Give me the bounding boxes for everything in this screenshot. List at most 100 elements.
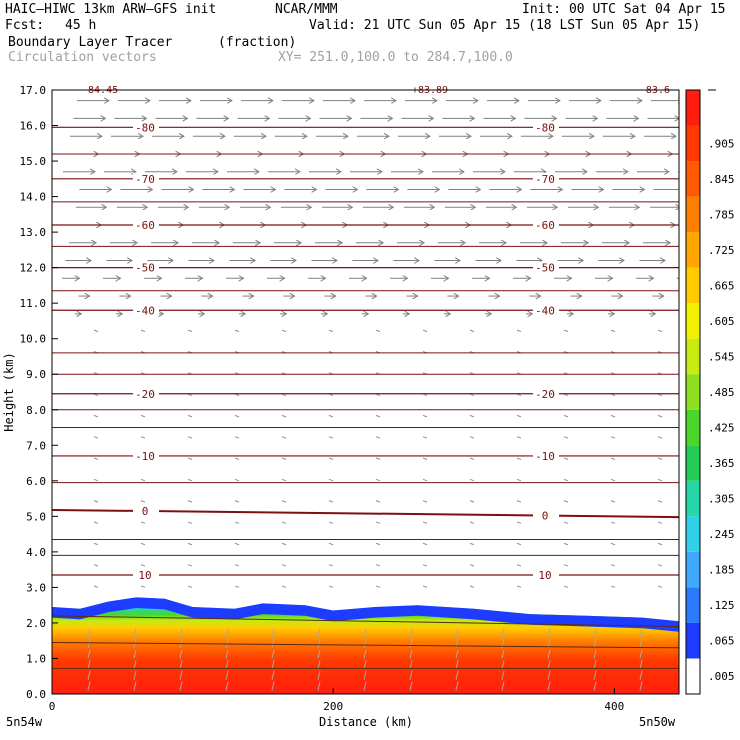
vector-arrow <box>281 521 287 524</box>
contour-label: 10 <box>538 569 551 582</box>
vector-arrow <box>422 414 428 418</box>
colorbar-label: .485 <box>708 386 735 399</box>
vector-arrow <box>516 500 522 503</box>
colorbar-swatch <box>686 551 700 588</box>
colorbar-swatch <box>686 161 700 197</box>
vector-arrow <box>328 521 334 524</box>
vector-arrow <box>281 329 287 333</box>
vector-arrow <box>271 628 275 638</box>
vector-arrow <box>469 542 475 546</box>
colorbar-label: .725 <box>708 244 735 257</box>
vector-arrow <box>610 542 616 546</box>
vector-arrow <box>87 681 91 691</box>
vector-arrow <box>93 564 99 567</box>
y-tick-label: 15.0 <box>20 155 47 168</box>
contour-label-bg <box>533 449 559 462</box>
colorbar-swatch <box>686 587 700 623</box>
contour-label: -10 <box>535 450 555 463</box>
vector-arrow <box>469 329 475 333</box>
vector-arrow <box>133 628 137 638</box>
colorbar-label: .845 <box>708 173 735 186</box>
contour-label: -20 <box>135 388 155 401</box>
vector-arrow <box>409 649 413 659</box>
vector-arrow <box>140 500 146 503</box>
vector-arrow <box>657 414 663 418</box>
vector-arrow <box>140 414 146 418</box>
contour-label: -70 <box>535 173 555 186</box>
contour-label-bg <box>133 219 159 232</box>
vector-arrow <box>469 500 475 503</box>
vector-arrow <box>610 329 616 333</box>
colorbar-swatch <box>686 196 700 233</box>
y-tick-label: 7.0 <box>26 439 46 452</box>
cross-section-endpoints: XY= 251.0,100.0 to 284.7,100.0 <box>278 50 513 65</box>
vector-arrow <box>140 436 146 439</box>
vector-arrow <box>281 564 287 567</box>
contour-label: -80 <box>535 121 555 134</box>
vector-arrow <box>281 542 287 546</box>
vector-arrow <box>187 414 193 418</box>
vector-arrow <box>328 478 334 482</box>
vector-arrow <box>547 681 551 691</box>
vector-arrow <box>409 670 413 680</box>
vector-arrow <box>133 660 137 670</box>
colorbar-label: .005 <box>708 670 735 683</box>
contour-label: 10 <box>138 569 151 582</box>
vector-arrow <box>422 585 428 588</box>
vector-arrow <box>422 542 428 546</box>
vector-arrow <box>516 542 522 546</box>
vector-arrow <box>563 585 569 588</box>
contour-label: 0 <box>542 510 549 523</box>
vector-arrow <box>469 478 475 482</box>
vector-arrow <box>234 542 240 546</box>
vector-arrow <box>375 457 381 460</box>
colorbar-label: .785 <box>708 208 735 221</box>
vector-arrow <box>563 436 569 439</box>
vector-arrow <box>516 478 522 482</box>
colorbar-swatch <box>686 658 700 694</box>
vector-arrow <box>328 329 334 333</box>
vector-arrow <box>328 414 334 418</box>
colorbar-label: .425 <box>708 422 735 435</box>
vector-arrow <box>593 628 597 638</box>
colorbar-swatch <box>686 622 700 659</box>
vector-arrow <box>657 521 663 524</box>
vector-arrow <box>187 564 193 567</box>
vector-arrow <box>281 585 287 588</box>
vector-arrow <box>87 660 91 670</box>
vector-arrow <box>375 585 381 588</box>
y-tick-label: 4.0 <box>26 546 46 559</box>
vector-arrow <box>516 436 522 439</box>
vector-arrow <box>501 681 505 691</box>
vector-arrow <box>610 585 616 588</box>
vector-arrow <box>409 681 413 691</box>
contour-label-bg <box>533 121 559 134</box>
colorbar-label: .905 <box>708 137 735 150</box>
contour-label-bg <box>133 304 159 317</box>
vector-arrow <box>409 638 413 648</box>
vector-arrow <box>563 478 569 482</box>
vector-arrow <box>93 478 99 482</box>
vector-arrow <box>179 628 183 638</box>
vector-arrow <box>133 670 137 680</box>
field-units: (fraction) <box>218 35 297 50</box>
vector-arrow <box>375 542 381 546</box>
vector-arrow <box>516 585 522 588</box>
contour-label-bg <box>533 172 559 185</box>
vector-arrow <box>87 649 91 659</box>
vector-arrow <box>225 681 229 691</box>
colorbar-swatch <box>686 445 700 481</box>
vector-arrow <box>328 564 334 567</box>
vector-arrow <box>593 681 597 691</box>
vector-arrow <box>469 585 475 588</box>
vector-arrow <box>179 649 183 659</box>
vector-arrow <box>363 628 367 638</box>
vector-arrow <box>639 649 643 659</box>
colorbar-label: .305 <box>708 493 735 506</box>
colorbar-swatch <box>686 232 700 268</box>
vector-arrow <box>140 542 146 546</box>
vector-arrow <box>657 500 663 503</box>
vector-arrow <box>87 670 91 680</box>
vector-arrow <box>657 542 663 546</box>
vector-arrow <box>317 649 321 659</box>
